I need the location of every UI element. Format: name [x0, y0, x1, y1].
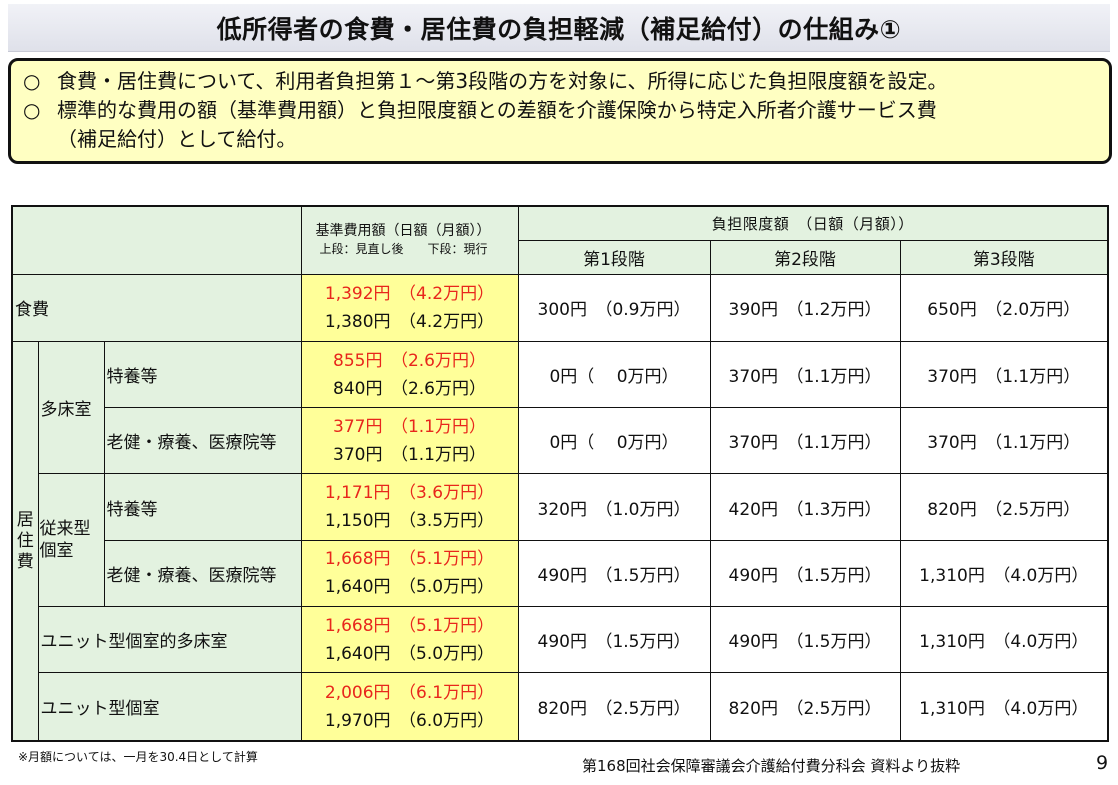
limit-stage-2: 420円 （1.3万円） [709, 473, 901, 541]
standard-cost-food: 1,392円 （4.2万円） 1,380円 （4.2万円） [300, 273, 519, 343]
standard-cost-new: 1,171円 （3.6万円） [324, 483, 495, 504]
row-group-multi-bed: 多床室 [37, 340, 105, 475]
standard-cost-old: 370円 （1.1万円） [333, 444, 486, 465]
standard-cost-new: 1,668円 （5.1万円） [324, 615, 495, 636]
standard-cost-old: 1,150円 （3.5万円） [324, 511, 495, 532]
row-label: 老健・療養、医療院等 [103, 539, 302, 607]
limit-stage-3: 650円 （2.0万円） [899, 273, 1109, 343]
page-number: 9 [1096, 752, 1109, 774]
limit-stage-1: 320円 （1.0万円） [517, 473, 711, 541]
header-stage-3: 第3段階 [899, 239, 1109, 275]
title-bar: 低所得者の食費・居住費の負担軽減（補足給付）の仕組み① [8, 4, 1110, 52]
limit-stage-2: 370円 （1.1万円） [709, 340, 901, 409]
header-limit: 負担限度額 （日額（月額）） [517, 205, 1109, 241]
header-stage-1: 第1段階 [517, 239, 711, 275]
standard-cost-old: 840円 （2.6万円） [333, 378, 486, 399]
limit-stage-2: 820円 （2.5万円） [709, 672, 901, 742]
limit-stage-1: 490円 （1.5万円） [517, 605, 711, 674]
standard-cost: 1,668円 （5.1万円） 1,640円 （5.0万円） [300, 539, 519, 607]
standard-cost: 2,006円 （6.1万円） 1,970円 （6.0万円） [300, 672, 519, 742]
limit-stage-1: 300円 （0.9万円） [517, 273, 711, 343]
bullet-mark: ○ [23, 98, 41, 122]
limit-stage-2: 490円 （1.5万円） [709, 605, 901, 674]
row-group-housing: 居住費 [11, 341, 39, 742]
bullet-mark: ○ [23, 69, 41, 93]
summary-box: ○ 食費・居住費について、利用者負担第１～第3段階の方を対象に、所得に応じた負担限… [8, 58, 1112, 164]
standard-cost-old: 1,970円 （6.0万円） [324, 710, 495, 731]
limit-stage-3: 370円 （1.1万円） [899, 340, 1109, 409]
standard-cost: 1,668円 （5.1万円） 1,640円 （5.0万円） [300, 605, 519, 674]
standard-cost: 855円 （2.6万円） 840円 （2.6万円） [300, 340, 519, 409]
row-label: 特養等 [103, 473, 302, 541]
summary-line-1: ○ 食費・居住費について、利用者負担第１～第3段階の方を対象に、所得に応じた負担限… [23, 67, 1099, 96]
standard-cost-old: 1,640円 （5.0万円） [324, 577, 495, 598]
limit-stage-3: 370円 （1.1万円） [899, 407, 1109, 475]
table-row: 老健・療養、医療院等 1,668円 （5.1万円） 1,640円 （5.0万円）… [12, 539, 1109, 607]
limit-stage-3: 1,310円 （4.0万円） [899, 605, 1109, 674]
header-standard-note: 上段：見直し後 下段：現行 [319, 242, 488, 257]
row-label-food: 食費 [11, 273, 302, 343]
standard-cost: 377円 （1.1万円） 370円 （1.1万円） [300, 407, 519, 475]
header-blank [11, 205, 302, 275]
limit-stage-2: 390円 （1.2万円） [709, 273, 901, 343]
cost-table: 基準費用額（日額（月額）） 上段：見直し後 下段：現行 負担限度額 （日額（月額… [11, 205, 1110, 742]
standard-cost-new: 2,006円 （6.1万円） [324, 682, 495, 703]
summary-text-1: 食費・居住費について、利用者負担第１～第3段階の方を対象に、所得に応じた負担限度… [57, 69, 948, 93]
header-standard-title: 基準費用額（日額（月額）） [315, 223, 491, 240]
header-stage-2: 第2段階 [709, 239, 901, 275]
standard-cost-new: 855円 （2.6万円） [333, 350, 486, 371]
table-row: 従来型個室 特養等 1,171円 （3.6万円） 1,150円 （3.5万円） … [12, 473, 1109, 607]
row-group-private-room: 従来型個室 [37, 473, 105, 607]
row-label: 特養等 [103, 340, 302, 409]
source-citation: 第168回社会保障審議会介護給付費分科会 資料より抜粋 [582, 757, 961, 775]
limit-stage-2: 490円 （1.5万円） [709, 539, 901, 607]
limit-stage-3: 820円 （2.5万円） [899, 473, 1109, 541]
row-label: ユニット型個室 [37, 672, 302, 742]
standard-cost: 1,171円 （3.6万円） 1,150円 （3.5万円） [300, 473, 519, 541]
table-row: 居住費 多床室 特養等 855円 （2.6万円） 840円 （2.6万円） 0円… [11, 340, 1109, 742]
limit-stage-3: 1,310円 （4.0万円） [899, 539, 1109, 607]
footnote: ※月額については、一月を30.4日として計算 [18, 750, 258, 764]
table-row: ユニット型個室的多床室 1,668円 （5.1万円） 1,640円 （5.0万円… [12, 605, 1109, 674]
limit-stage-1: 0円（ 0万円） [517, 340, 711, 409]
table-row: 老健・療養、医療院等 377円 （1.1万円） 370円 （1.1万円） 0円（… [12, 407, 1109, 475]
standard-cost-old: 1,640円 （5.0万円） [324, 643, 495, 664]
page-title: 低所得者の食費・居住費の負担軽減（補足給付）の仕組み① [216, 14, 902, 44]
table-row-food: 食費 1,392円 （4.2万円） 1,380円 （4.2万円） 300円 （0… [11, 273, 1109, 343]
limit-stage-1: 490円 （1.5万円） [517, 539, 711, 607]
table-row: ユニット型個室 2,006円 （6.1万円） 1,970円 （6.0万円） 82… [12, 672, 1109, 742]
standard-cost-new: 1,668円 （5.1万円） [324, 549, 495, 570]
limit-stage-3: 1,310円 （4.0万円） [899, 672, 1109, 742]
row-label: ユニット型個室的多床室 [37, 605, 302, 674]
summary-line-2-cont: （補足給付）として給付。 [57, 127, 297, 151]
header-standard-cost: 基準費用額（日額（月額）） 上段：見直し後 下段：現行 [300, 205, 519, 275]
limit-stage-2: 370円 （1.1万円） [709, 407, 901, 475]
summary-text-2: 標準的な費用の額（基準費用額）と負担限度額との差額を介護保険から特定入所者介護サ… [57, 98, 937, 122]
row-label: 老健・療養、医療院等 [103, 407, 302, 475]
limit-stage-1: 0円（ 0万円） [517, 407, 711, 475]
standard-cost-old: 1,380円 （4.2万円） [324, 311, 495, 332]
limit-stage-1: 820円 （2.5万円） [517, 672, 711, 742]
standard-cost-new: 1,392円 （4.2万円） [324, 283, 495, 304]
standard-cost-new: 377円 （1.1万円） [333, 416, 486, 437]
summary-line-2: ○ 標準的な費用の額（基準費用額）と負担限度額との差額を介護保険から特定入所者介護… [23, 96, 1099, 125]
